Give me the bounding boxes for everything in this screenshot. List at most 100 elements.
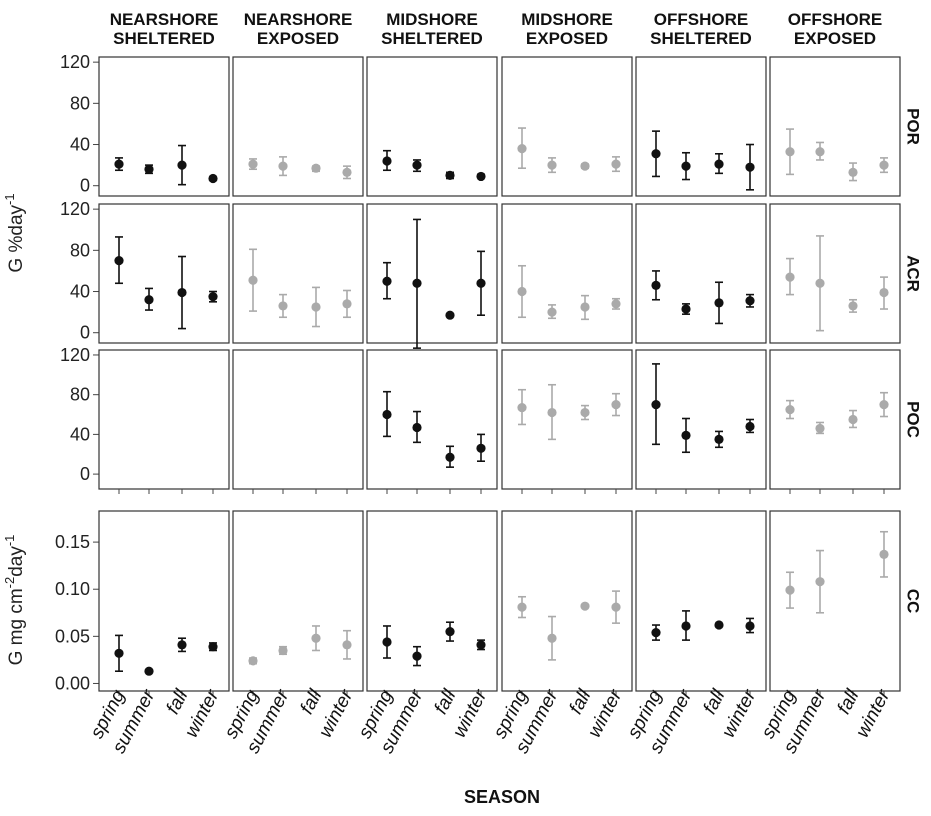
data-point [714, 159, 724, 169]
row-label: POC [904, 401, 923, 438]
data-point [714, 620, 724, 630]
data-point [412, 278, 422, 288]
panel-frame [501, 349, 633, 490]
row-label: POR [904, 108, 923, 145]
data-point [114, 159, 124, 169]
data-point [177, 287, 187, 298]
panel-frame [366, 349, 498, 490]
data-point [208, 292, 218, 302]
data-point [785, 585, 795, 595]
row-label: CC [904, 589, 923, 614]
data-point [681, 430, 691, 440]
data-point [547, 307, 557, 317]
data-point [412, 422, 422, 433]
data-point [580, 407, 590, 418]
column-header-line: MIDSHORE [521, 10, 613, 29]
data-point [476, 640, 486, 650]
data-point [517, 402, 527, 413]
panel-frame [501, 510, 633, 692]
data-point [445, 627, 455, 637]
data-point [476, 278, 486, 288]
panel-frame [232, 203, 364, 344]
data-point [445, 452, 455, 462]
column-header-line: MIDSHORE [386, 10, 478, 29]
data-point [278, 645, 288, 656]
panel-frame [98, 203, 230, 344]
column-header-line: NEARSHORE [110, 10, 219, 29]
data-point [144, 295, 154, 305]
data-point [745, 621, 755, 631]
data-point [382, 156, 392, 166]
data-point [412, 651, 422, 661]
y-tick-label: 80 [70, 385, 90, 405]
data-point [208, 173, 218, 184]
data-point [651, 400, 661, 410]
data-point [311, 302, 321, 312]
data-point [611, 159, 621, 169]
data-point [815, 278, 825, 288]
column-header-line: SHELTERED [381, 29, 483, 48]
data-point [177, 640, 187, 650]
panel-frame [98, 510, 230, 692]
y-tick-label: 40 [70, 282, 90, 302]
panel-frame [366, 56, 498, 197]
panel-frame [98, 349, 230, 490]
data-point [785, 147, 795, 157]
data-point [651, 280, 661, 290]
panel-frame [501, 203, 633, 344]
data-point [278, 301, 288, 311]
data-point [445, 310, 455, 320]
column-header-line: NEARSHORE [244, 10, 353, 29]
data-point [476, 171, 486, 182]
y-tick-label: 0.15 [55, 532, 90, 552]
data-point [580, 601, 590, 611]
y-axis-title-calcification: G mg cm-2day-1 [2, 535, 27, 666]
data-point [745, 421, 755, 432]
y-axis-title-percent: G %day-1 [2, 193, 27, 272]
data-point [681, 161, 691, 171]
data-point [611, 400, 621, 410]
data-point [311, 163, 321, 173]
y-tick-label: 0.05 [55, 626, 90, 646]
panel-frame [232, 56, 364, 197]
y-tick-label: 40 [70, 135, 90, 155]
data-point [342, 167, 352, 177]
panel-frame [769, 349, 901, 490]
panel-frame [769, 510, 901, 692]
column-header-line: EXPOSED [794, 29, 876, 48]
data-point [681, 621, 691, 631]
y-tick-label: 0.00 [55, 673, 90, 693]
data-point [177, 160, 187, 170]
data-point [848, 167, 858, 177]
column-header-line: EXPOSED [526, 29, 608, 48]
data-point [547, 160, 557, 170]
data-point [879, 549, 889, 559]
data-point [785, 272, 795, 282]
data-point [651, 627, 661, 638]
data-point [382, 276, 392, 286]
panel-frame [366, 203, 498, 344]
data-point [848, 301, 858, 311]
data-point [848, 414, 858, 425]
data-point [517, 602, 527, 612]
data-point [611, 299, 621, 309]
panel-frame [98, 56, 230, 197]
data-point [879, 160, 889, 170]
data-point [879, 287, 889, 298]
panel-frame [366, 510, 498, 692]
data-point [580, 302, 590, 312]
data-point [382, 637, 392, 647]
data-point [745, 296, 755, 306]
panel-frame [635, 510, 767, 692]
y-tick-label: 0 [80, 176, 90, 196]
data-point [248, 275, 258, 285]
data-point [714, 434, 724, 444]
data-point [412, 160, 422, 170]
data-point [445, 170, 455, 181]
data-point [517, 144, 527, 154]
y-tick-label: 40 [70, 424, 90, 444]
y-tick-label: 120 [60, 52, 90, 72]
column-header-line: SHELTERED [650, 29, 752, 48]
